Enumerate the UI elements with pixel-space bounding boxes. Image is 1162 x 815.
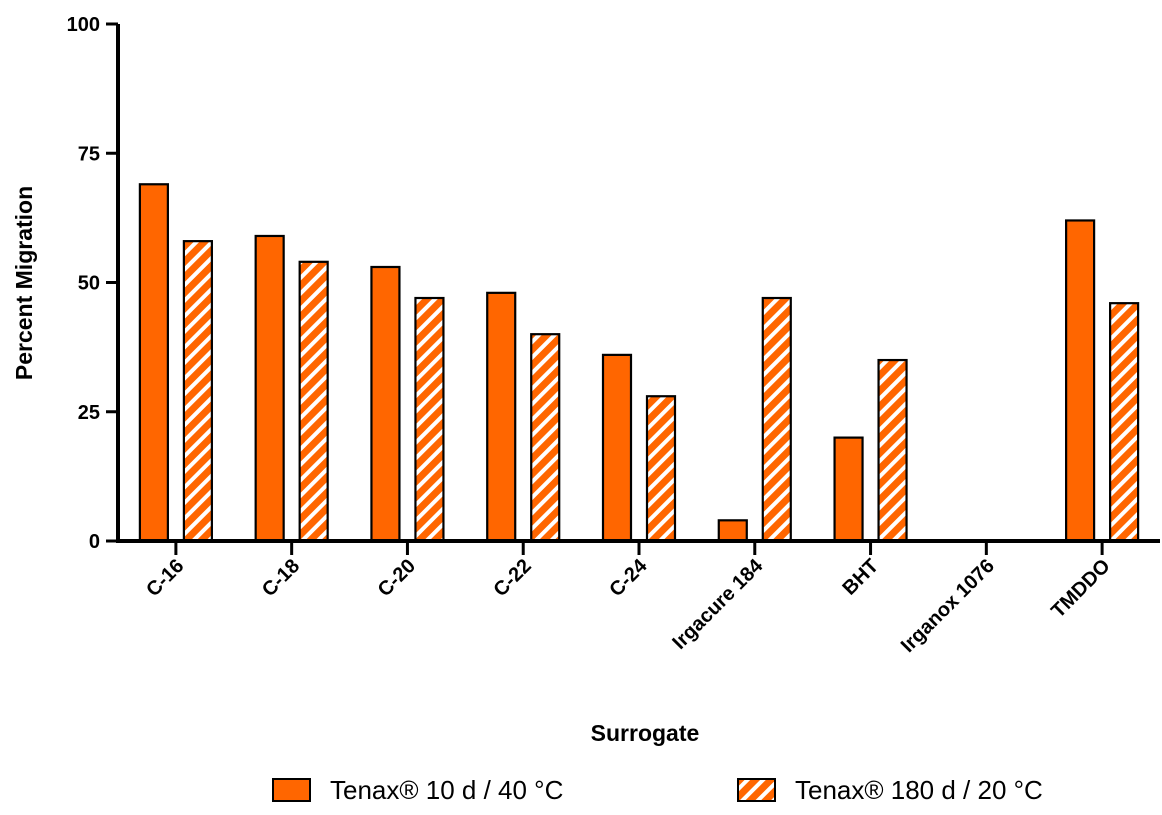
bars-layer — [138, 183, 1140, 543]
bar-c-20-series-2 — [414, 296, 445, 543]
x-tick-label-irganox-1076: Irganox 1076 — [897, 555, 999, 657]
y-axis-title: Percent Migration — [11, 186, 37, 380]
legend-swatch-series-1 — [272, 778, 311, 802]
bar-irgacure-184-series-1 — [717, 519, 748, 543]
x-ticks-layer: C-16 C-18 C-20 C-22 C-24 Irgacure 184 BHT Irgan… — [142, 541, 1115, 657]
legend-swatch-series-2 — [737, 778, 776, 802]
bar-bht-series-1 — [833, 436, 864, 543]
y-tick-label: 0 — [89, 531, 100, 553]
bar-c-16-series-2 — [182, 240, 213, 543]
bar-c-18-series-2 — [298, 260, 329, 543]
bar-c-20-series-1 — [370, 265, 401, 543]
y-ticks-layer: 0 25 50 75 100 — [67, 14, 118, 553]
bar-bht-series-2 — [877, 358, 908, 543]
x-axis-title: Surrogate — [591, 720, 700, 746]
x-tick-label-irgacure-184: Irgacure 184 — [668, 554, 768, 654]
y-tick-label: 25 — [78, 402, 100, 424]
legend: Tenax® 10 d / 40 °C Tenax® 180 d / 20 °C — [272, 775, 1043, 805]
y-tick-label: 100 — [67, 14, 100, 36]
y-tick-label: 75 — [78, 143, 100, 165]
bar-c-16-series-1 — [138, 183, 169, 543]
x-tick-label-tmddo: TMDDO — [1047, 555, 1114, 622]
x-tick-label-c-18: C-18 — [258, 555, 304, 601]
bar-c-22-series-2 — [530, 333, 561, 543]
legend-label-series-2: Tenax® 180 d / 20 °C — [795, 775, 1043, 805]
x-tick-label-c-24: C-24 — [605, 554, 652, 601]
x-tick-label-c-20: C-20 — [374, 555, 420, 601]
legend-label-series-1: Tenax® 10 d / 40 °C — [330, 775, 563, 805]
x-tick-label-c-22: C-22 — [490, 555, 536, 601]
bar-c-18-series-1 — [254, 234, 285, 543]
x-tick-label-bht: BHT — [838, 555, 883, 600]
bar-c-24-series-1 — [601, 353, 633, 543]
bar-tmddo-series-2 — [1109, 302, 1140, 543]
x-tick-label-c-16: C-16 — [142, 555, 188, 601]
bar-tmddo-series-1 — [1065, 219, 1096, 543]
bar-irgacure-184-series-2 — [761, 296, 792, 543]
y-tick-label: 50 — [78, 273, 100, 295]
bar-c-22-series-1 — [486, 291, 517, 543]
bar-c-24-series-2 — [645, 395, 677, 543]
